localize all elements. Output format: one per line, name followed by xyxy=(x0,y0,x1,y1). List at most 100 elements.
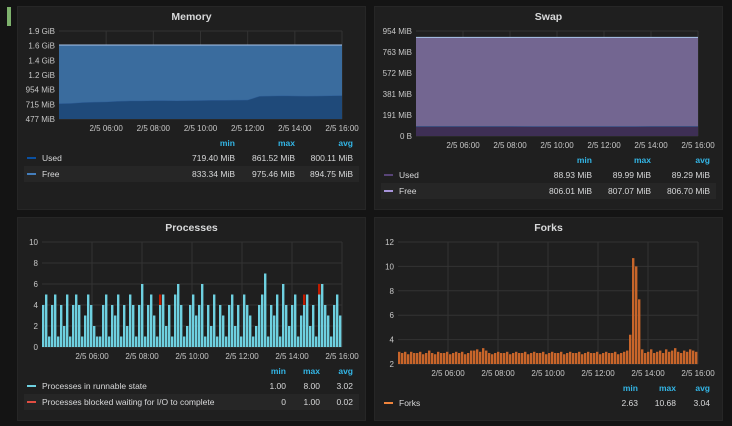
bar xyxy=(422,354,425,364)
bar xyxy=(629,334,632,364)
panel-title[interactable]: Swap xyxy=(534,11,563,23)
x-tick-label: 2/5 16:00 xyxy=(325,352,359,361)
memory-chart[interactable]: 477 MiB 715 MiB 954 MiB 1.2 GiB 1.4 GiB 1.6 G… xyxy=(18,7,367,137)
bar xyxy=(413,353,416,364)
y-tick-label: 2 xyxy=(34,322,39,331)
bar xyxy=(482,348,485,364)
legend-swatch[interactable] xyxy=(27,157,36,159)
bar xyxy=(255,326,258,347)
bar xyxy=(680,353,683,364)
bar xyxy=(222,315,225,347)
legend-header-avg[interactable]: avg xyxy=(338,138,353,148)
legend-row-forks[interactable]: Forks 2.63 10.68 3.04 xyxy=(381,395,716,411)
x-tick-label: 2/5 08:00 xyxy=(481,369,515,378)
legend-name[interactable]: Free xyxy=(42,169,60,179)
y-tick-label: 6 xyxy=(390,311,395,320)
x-tick-label: 2/5 08:00 xyxy=(125,352,159,361)
legend-header-min[interactable]: min xyxy=(622,383,638,393)
bar xyxy=(692,350,695,364)
legend-name[interactable]: Used xyxy=(399,170,419,180)
legend-row-runnable[interactable]: Processes in runnable state 1.00 8.00 3.… xyxy=(24,378,359,394)
bar xyxy=(599,354,602,364)
x-tick-label: 2/5 08:00 xyxy=(137,124,171,133)
bar xyxy=(150,294,153,347)
legend-swatch[interactable] xyxy=(27,385,36,387)
panel-title[interactable]: Processes xyxy=(165,222,218,234)
y-tick-label: 954 MiB xyxy=(383,27,412,36)
legend-swatch[interactable] xyxy=(27,401,36,403)
bar xyxy=(291,305,294,347)
y-tick-label: 10 xyxy=(29,238,38,247)
legend-header-min[interactable]: min xyxy=(219,138,235,148)
dashboard-row-marker[interactable] xyxy=(7,7,11,26)
legend-row-free[interactable]: Free 806.01 MiB 807.07 MiB 806.70 MiB xyxy=(381,183,716,199)
bar xyxy=(264,273,267,347)
legend-avg: 894.75 MiB xyxy=(310,169,353,179)
bar xyxy=(674,348,677,364)
legend-swatch[interactable] xyxy=(384,190,393,192)
bar xyxy=(473,350,476,364)
legend-swatch[interactable] xyxy=(27,173,36,175)
legend-name[interactable]: Free xyxy=(399,186,417,196)
legend-header-max[interactable]: max xyxy=(633,155,651,165)
y-tick-label: 12 xyxy=(385,238,394,247)
bar xyxy=(596,351,599,364)
legend-row-free[interactable]: Free 833.34 MiB 975.46 MiB 894.75 MiB xyxy=(24,166,359,182)
legend-header-max[interactable]: max xyxy=(302,366,320,376)
legend-header-avg[interactable]: avg xyxy=(338,366,353,376)
bar xyxy=(147,305,150,347)
y-tick-label: 1.6 GiB xyxy=(28,42,55,51)
bar xyxy=(177,284,180,347)
legend-row-blocked[interactable]: Processes blocked waiting for I/O to com… xyxy=(24,394,359,410)
bar xyxy=(234,326,237,347)
legend-swatch[interactable] xyxy=(384,402,393,404)
legend-header-avg[interactable]: avg xyxy=(695,155,710,165)
processes-chart[interactable]: 0 2 4 6 8 10 2/5 06:00 2/5 08:00 2/5 10:00 2/5 12… xyxy=(18,218,367,368)
bar xyxy=(587,351,590,364)
legend-header-min[interactable]: min xyxy=(576,155,592,165)
bar xyxy=(560,351,563,364)
y-tick-label: 8 xyxy=(390,287,395,296)
bar xyxy=(563,354,566,364)
y-tick-label: 10 xyxy=(385,262,394,271)
bar xyxy=(572,353,575,364)
legend-header-max[interactable]: max xyxy=(277,138,295,148)
legend-row-used[interactable]: Used 88.93 MiB 89.99 MiB 89.29 MiB xyxy=(381,167,716,183)
legend-header-avg[interactable]: avg xyxy=(695,383,710,393)
swap-chart[interactable]: 0 B 191 MiB 381 MiB 572 MiB 763 MiB 954 MiB 2/… xyxy=(375,7,724,157)
bar xyxy=(240,336,243,347)
bar xyxy=(96,336,99,347)
bar xyxy=(108,336,111,347)
y-tick-label: 381 MiB xyxy=(383,90,412,99)
bar xyxy=(548,353,551,364)
bar xyxy=(141,284,144,347)
legend-name[interactable]: Used xyxy=(42,153,62,163)
legend-max: 807.07 MiB xyxy=(608,186,651,196)
panel-title[interactable]: Memory xyxy=(171,11,212,23)
legend-min: 1.00 xyxy=(269,381,286,391)
legend-name[interactable]: Forks xyxy=(399,398,421,408)
panel-title[interactable]: Forks xyxy=(534,222,563,234)
bar xyxy=(626,350,629,364)
legend-row-used[interactable]: Used 719.40 MiB 861.52 MiB 800.11 MiB xyxy=(24,150,359,166)
bar xyxy=(183,336,186,347)
x-tick-label: 2/5 06:00 xyxy=(446,141,480,150)
bar xyxy=(135,336,138,347)
bar xyxy=(189,305,192,347)
legend-header-max[interactable]: max xyxy=(658,383,676,393)
bar xyxy=(446,351,449,364)
bar xyxy=(623,351,626,364)
legend-name[interactable]: Processes in runnable state xyxy=(42,381,147,391)
forks-chart[interactable]: 2 4 6 8 10 12 2/5 06:00 2/5 08:00 2/5 10:00 2/5 1… xyxy=(375,218,724,383)
bar xyxy=(303,294,306,305)
bar xyxy=(647,351,650,364)
legend-max: 89.99 MiB xyxy=(612,170,651,180)
bar xyxy=(243,294,246,347)
bar xyxy=(42,305,45,347)
legend-header-min[interactable]: min xyxy=(270,366,286,376)
legend-name[interactable]: Processes blocked waiting for I/O to com… xyxy=(42,397,215,407)
bar xyxy=(635,266,638,364)
legend-swatch[interactable] xyxy=(384,174,393,176)
swap-panel: Swap 0 B 191 MiB 381 MiB 572 MiB 763 MiB 954 … xyxy=(374,6,723,210)
bar xyxy=(162,294,165,347)
